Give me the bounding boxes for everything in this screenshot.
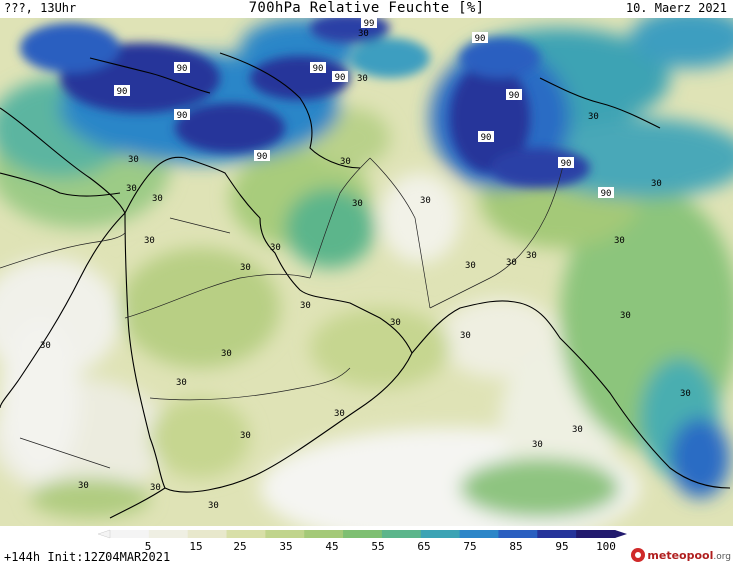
contour-label: 30: [152, 194, 163, 204]
contour-label: 90: [117, 87, 128, 97]
contour-label: 90: [335, 73, 346, 83]
logo-brand: meteopool: [647, 548, 714, 562]
humidity-map: 99 90 90 90 90 90 90 90 90 90 90 90 30 3…: [0, 18, 733, 526]
contour-label: 30: [614, 236, 625, 246]
humidity-field: 99 90 90 90 90 90 90 90 90 90 90 90 30 3…: [0, 18, 733, 526]
legend-band: [537, 530, 577, 538]
legend-tick-label: 85: [509, 540, 522, 550]
color-legend: 5 15 25 35 45 55 65 75 85 95 100: [97, 529, 627, 550]
legend-ticks: 5 15 25 35 45 55 65 75 85 95 100: [145, 540, 616, 550]
meteopool-logo-icon: [631, 548, 646, 562]
contour-label: 30: [651, 179, 662, 189]
contour-label: 30: [334, 409, 345, 419]
legend-arrow-left-icon: [97, 529, 111, 539]
contour-label: 30: [40, 341, 51, 351]
map-title: 700hPa Relative Feuchte [%]: [248, 0, 485, 16]
legend-tick-label: 55: [371, 540, 384, 550]
contour-label: 30: [465, 261, 476, 271]
forecast-date-label: 10. Maerz 2021: [625, 1, 727, 15]
legend-tick-label: 5: [145, 540, 152, 550]
contour-label: 30: [208, 501, 219, 511]
contour-label: 30: [352, 199, 363, 209]
contour-label: 30: [126, 184, 137, 194]
legend-band: [265, 530, 305, 538]
contour-label: 90: [601, 189, 612, 199]
contour-label: 30: [300, 301, 311, 311]
contour-label: 30: [144, 236, 155, 246]
field-blobs: [0, 18, 733, 526]
legend-band: [498, 530, 538, 538]
map-header: ???, 13Uhr 700hPa Relative Feuchte [%] 1…: [0, 0, 733, 18]
legend-tick-label: 25: [233, 540, 246, 550]
coastlines: [0, 52, 731, 519]
legend-band: [459, 530, 499, 538]
contour-label: 90: [561, 159, 572, 169]
contour-label: 30: [420, 196, 431, 206]
contour-label: 30: [150, 483, 161, 493]
legend-tick-label: 75: [463, 540, 476, 550]
legend-tick-label: 35: [279, 540, 292, 550]
legend-band: [148, 530, 189, 538]
contour-label: 30: [390, 318, 401, 328]
meteopool-logo[interactable]: meteopool.org: [631, 546, 731, 564]
contour-label: 30: [620, 311, 631, 321]
legend-bands: [97, 529, 627, 539]
logo-tld: .org: [713, 551, 731, 562]
map-footer: 5 15 25 35 45 55 65 75 85 95 100 +144h Init:12Z04M…: [0, 526, 733, 566]
legend-band: [381, 530, 422, 538]
contour-label: 30: [357, 74, 368, 84]
contour-label: 30: [460, 331, 471, 341]
contour-label: 30: [532, 440, 543, 450]
contour-label: 30: [78, 481, 89, 491]
contour-label: 30: [588, 112, 599, 122]
contour-label: 90: [177, 64, 188, 74]
contour-label: 90: [481, 133, 492, 143]
contour-label: 90: [313, 64, 324, 74]
contour-label: 30: [526, 251, 537, 261]
legend-band: [343, 530, 383, 538]
contour-labels-high: 99 90 90 90 90 90 90 90 90 90 90 90: [114, 18, 614, 199]
contour-label: 30: [680, 389, 691, 399]
legend-band: [110, 530, 150, 538]
contour-label: 30: [358, 29, 369, 39]
contour-label: 90: [509, 91, 520, 101]
contour-label: 30: [240, 263, 251, 273]
contour-label: 99: [364, 19, 375, 29]
borders: [0, 157, 566, 469]
legend-band: [304, 530, 344, 538]
contour-label: 30: [176, 378, 187, 388]
contour-label: 30: [506, 258, 517, 268]
legend-band: [187, 530, 228, 538]
legend-tick-label: 95: [555, 540, 568, 550]
legend-tick-label: 65: [417, 540, 430, 550]
legend-tick-label: 45: [325, 540, 338, 550]
contour-label: 30: [572, 425, 583, 435]
contour-label: 30: [340, 157, 351, 167]
contour-label: 90: [177, 111, 188, 121]
init-label: +144h Init:12Z04MAR2021: [4, 550, 171, 564]
forecast-time-label: ???, 13Uhr: [4, 1, 77, 15]
legend-arrow-icon: [615, 530, 627, 538]
legend-band: [420, 530, 461, 538]
contour-label: 90: [257, 152, 268, 162]
contour-labels-mid: 30 30 30 30 30 30 30 30 30 30 30 30 30 3…: [40, 29, 691, 511]
legend-tick-label: 15: [189, 540, 202, 550]
legend-band: [226, 530, 266, 538]
legend-band: [576, 530, 616, 538]
contour-label: 30: [270, 243, 281, 253]
contour-label: 30: [240, 431, 251, 441]
contour-label: 90: [475, 34, 486, 44]
contour-label: 30: [221, 349, 232, 359]
contour-label: 30: [128, 155, 139, 165]
legend-tick-label: 100: [596, 540, 616, 550]
